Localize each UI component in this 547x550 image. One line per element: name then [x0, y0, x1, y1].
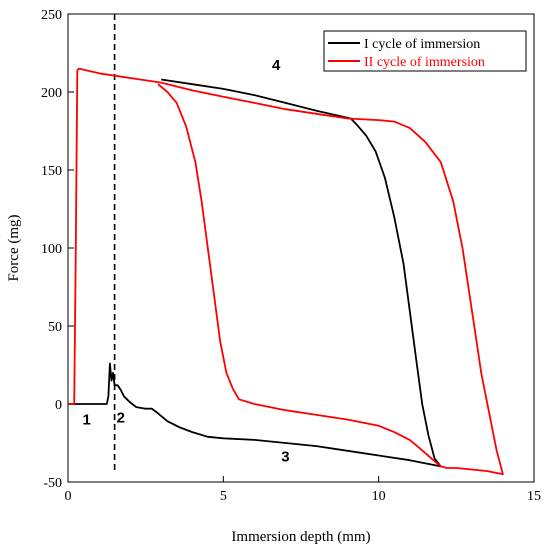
x-tick-label: 15 [527, 489, 541, 504]
y-axis-label: Force (mg) [6, 214, 22, 281]
y-tick-label: -50 [43, 476, 62, 491]
legend-label: II cycle of immersion [364, 55, 485, 70]
series-line-2 [68, 67, 504, 476]
legend-label: I cycle of immersion [364, 37, 480, 52]
y-tick-label: 100 [41, 242, 62, 257]
legend: I cycle of immersion II cycle of immersio… [323, 30, 527, 72]
series-line-1 [68, 78, 442, 468]
legend-box [323, 30, 527, 72]
x-tick-label: 0 [65, 489, 72, 504]
series-layer [68, 67, 504, 476]
y-tick-label: 250 [41, 8, 62, 23]
y-tick-label: 0 [55, 398, 62, 413]
x-tick-label: 5 [220, 489, 227, 504]
annotation-label: 3 [281, 449, 289, 466]
annotation-label: 4 [272, 57, 281, 74]
annotation-layer: 1 2 3 4 [82, 57, 289, 466]
annotation-label: 2 [117, 410, 125, 427]
y-tick-label: 150 [41, 164, 62, 179]
x-axis-label: Immersion depth (mm) [231, 529, 370, 545]
y-tick-label: 50 [48, 320, 62, 335]
x-tick-label: 10 [372, 489, 386, 504]
annotation-label: 1 [82, 411, 90, 428]
y-tick-label: 200 [41, 86, 62, 101]
